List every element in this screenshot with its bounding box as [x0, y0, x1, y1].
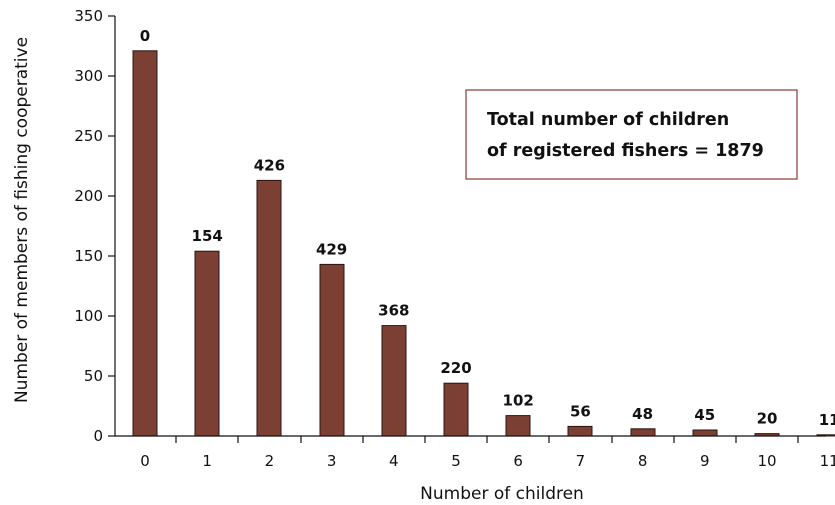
y-tick-label: 50	[84, 367, 103, 385]
bar	[505, 415, 531, 437]
bar-value-label: 20	[757, 410, 778, 428]
x-axis-title: Number of children	[420, 484, 584, 504]
x-ticks-group: 0 1 2 3 4 5 6 7 8 9 10 11	[140, 436, 835, 470]
bar-value-label: 368	[378, 302, 409, 320]
annotation-line-2: of registered fishers = 1879	[487, 141, 764, 161]
bar	[256, 179, 282, 437]
x-tick-label: 6	[513, 452, 523, 470]
bar-value-label: 220	[440, 359, 471, 377]
bar	[319, 263, 345, 437]
bar	[567, 425, 593, 437]
bar-value-label: 0	[140, 27, 150, 45]
x-tick-label: 9	[700, 452, 710, 470]
x-tick-label: 1	[202, 452, 212, 470]
bar-value-label: 426	[254, 156, 285, 174]
bar-value-label: 48	[632, 405, 653, 423]
y-ticks-group: 0 50 100 150 200 250 300 350	[74, 7, 115, 445]
bar	[194, 250, 220, 437]
bar-value-label: 102	[503, 392, 534, 410]
y-tick-label: 300	[74, 67, 103, 85]
y-tick-label: 350	[74, 7, 103, 25]
bar	[132, 50, 158, 437]
x-tick-label: 7	[576, 452, 586, 470]
bar-value-label: 154	[192, 227, 223, 245]
bar	[381, 325, 407, 437]
x-tick-label: 5	[451, 452, 461, 470]
x-tick-label: 10	[757, 452, 776, 470]
bar-value-label: 56	[570, 402, 591, 420]
y-tick-label: 150	[74, 247, 103, 265]
y-tick-label: 0	[93, 427, 103, 445]
bar-value-label: 11	[819, 411, 835, 429]
annotation-box: Total number of children of registered f…	[465, 89, 798, 180]
y-tick-label: 250	[74, 127, 103, 145]
x-tick-label: 4	[389, 452, 399, 470]
bar	[443, 382, 469, 437]
axes-group	[114, 16, 826, 437]
annotation-border	[465, 89, 798, 180]
y-axis-title: Number of members of fishing cooperative	[12, 37, 32, 403]
bar-labels-group: 0 154 426 429 368 220 102 56 48 45 20 11	[140, 27, 835, 429]
x-tick-label: 2	[265, 452, 275, 470]
y-tick-label: 200	[74, 187, 103, 205]
x-tick-label: 11	[820, 452, 835, 470]
x-tick-label: 0	[140, 452, 150, 470]
bars-group	[132, 50, 835, 437]
bar-value-label: 429	[316, 240, 347, 258]
annotation-line-1: Total number of children	[487, 110, 729, 130]
x-tick-label: 8	[638, 452, 648, 470]
bar	[630, 428, 656, 437]
x-tick-label: 3	[327, 452, 337, 470]
bar-value-label: 45	[694, 406, 715, 424]
bar	[692, 429, 718, 437]
y-tick-label: 100	[74, 307, 103, 325]
